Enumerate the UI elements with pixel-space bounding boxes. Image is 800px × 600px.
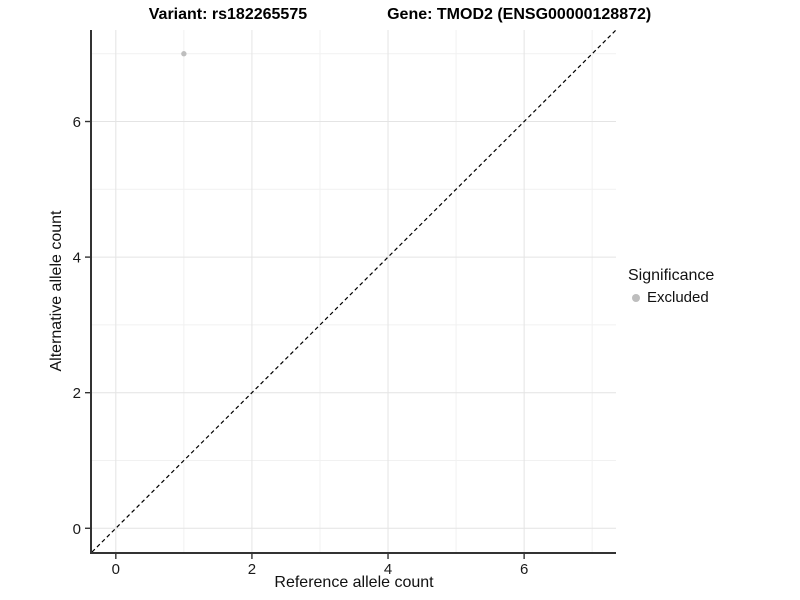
x-tick-label: 0 (112, 561, 120, 578)
y-axis-title: Alternative allele count (48, 210, 65, 372)
x-tick-label: 4 (384, 561, 392, 578)
legend: Significance Excluded (628, 267, 714, 306)
legend-entry-excluded: Excluded (628, 289, 714, 306)
y-tick-label: 6 (73, 114, 81, 131)
y-tick-label: 0 (73, 521, 81, 538)
identity-reference-line (91, 29, 617, 553)
plot-title: Variant: rs182265575 Gene: TMOD2 (ENSG00… (0, 5, 800, 25)
legend-key (628, 290, 644, 306)
x-axis-title: Reference allele count (274, 574, 434, 591)
legend-entry-label: Excluded (647, 289, 709, 306)
plot-title-variant: Variant: rs182265575 (148, 6, 308, 23)
excluded-point-icon (632, 293, 640, 302)
x-tick-label: 6 (520, 561, 528, 578)
legend-title: Significance (628, 267, 715, 284)
data-point (181, 51, 187, 57)
y-tick-label: 2 (73, 385, 81, 402)
x-tick-label: 2 (248, 561, 256, 578)
y-tick-label: 4 (73, 250, 81, 267)
plot-title-gene: Gene: TMOD2 (ENSG00000128872) (387, 6, 652, 23)
